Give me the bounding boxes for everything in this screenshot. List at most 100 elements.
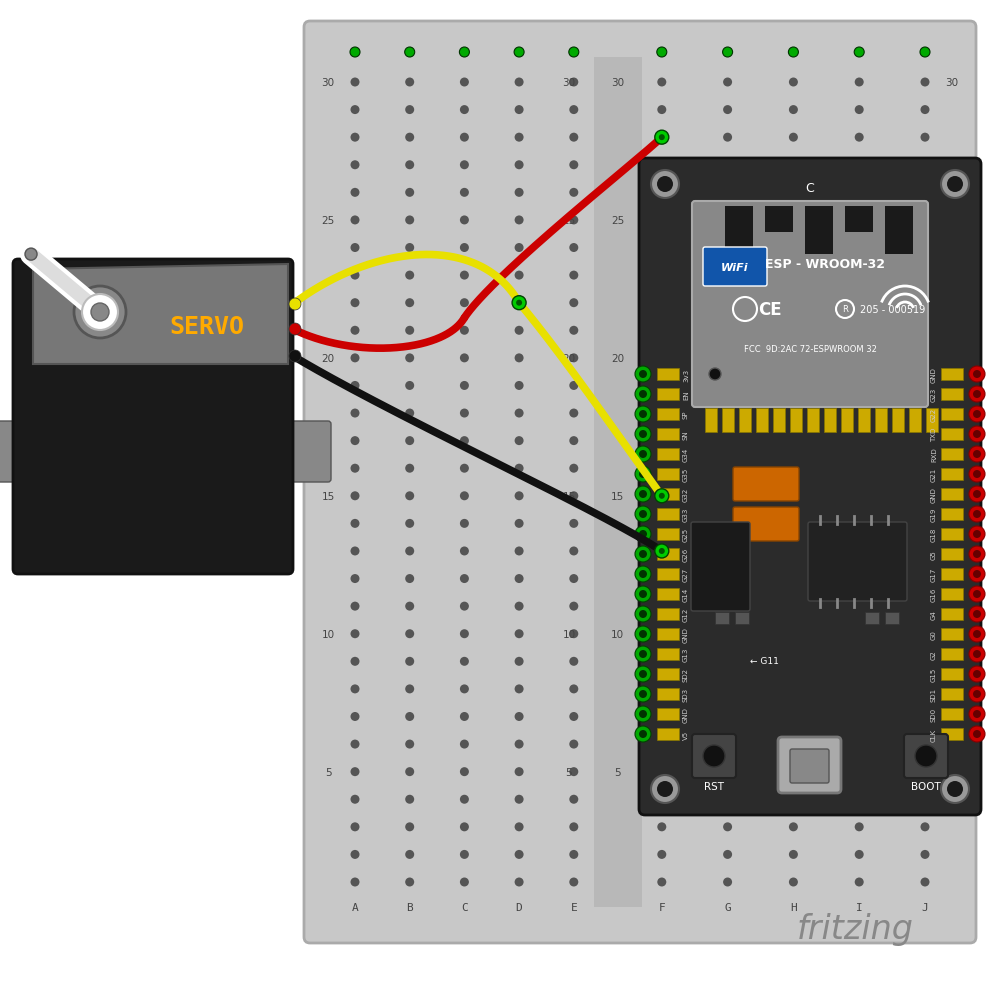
- Circle shape: [405, 409, 414, 418]
- Circle shape: [973, 490, 981, 499]
- Circle shape: [703, 745, 725, 767]
- Circle shape: [921, 492, 930, 501]
- Circle shape: [789, 106, 798, 115]
- Bar: [941, 388, 963, 400]
- Circle shape: [460, 48, 470, 58]
- Text: G4: G4: [931, 609, 937, 619]
- Circle shape: [969, 566, 985, 583]
- Circle shape: [658, 354, 667, 363]
- Circle shape: [921, 878, 930, 886]
- Text: fritzing: fritzing: [796, 913, 914, 946]
- FancyBboxPatch shape: [639, 159, 981, 815]
- Circle shape: [570, 850, 579, 859]
- Bar: [657, 568, 679, 581]
- FancyBboxPatch shape: [808, 523, 907, 601]
- Circle shape: [854, 492, 863, 501]
- Circle shape: [789, 437, 798, 446]
- Circle shape: [570, 740, 579, 748]
- Circle shape: [514, 712, 523, 721]
- Circle shape: [658, 712, 667, 721]
- Circle shape: [639, 371, 647, 379]
- Bar: [941, 669, 963, 680]
- Bar: [941, 468, 963, 480]
- Text: GND: GND: [683, 626, 689, 642]
- Circle shape: [514, 630, 523, 639]
- Circle shape: [350, 216, 359, 225]
- Circle shape: [921, 326, 930, 335]
- Circle shape: [514, 244, 523, 252]
- Circle shape: [658, 740, 667, 748]
- Circle shape: [405, 712, 414, 721]
- Circle shape: [514, 409, 523, 418]
- Circle shape: [723, 878, 732, 886]
- Circle shape: [973, 451, 981, 458]
- Circle shape: [658, 106, 667, 115]
- Circle shape: [973, 530, 981, 538]
- Text: WiFi: WiFi: [721, 262, 749, 273]
- Circle shape: [570, 188, 579, 197]
- Circle shape: [82, 295, 118, 330]
- Circle shape: [635, 367, 651, 383]
- Circle shape: [658, 684, 667, 694]
- Circle shape: [460, 657, 469, 667]
- Circle shape: [639, 610, 647, 618]
- Circle shape: [723, 188, 732, 197]
- Circle shape: [350, 547, 359, 556]
- Circle shape: [514, 575, 523, 584]
- Text: G0: G0: [931, 629, 937, 639]
- Circle shape: [658, 409, 667, 418]
- Circle shape: [973, 591, 981, 599]
- Circle shape: [405, 437, 414, 446]
- Circle shape: [460, 326, 469, 335]
- FancyBboxPatch shape: [904, 735, 948, 778]
- Circle shape: [973, 390, 981, 398]
- Bar: [715, 612, 729, 624]
- Circle shape: [635, 587, 651, 602]
- Circle shape: [74, 287, 126, 338]
- Text: SD1: SD1: [931, 687, 937, 701]
- Circle shape: [655, 489, 669, 503]
- Circle shape: [635, 546, 651, 562]
- Circle shape: [350, 822, 359, 831]
- Bar: [892, 408, 904, 433]
- Circle shape: [460, 712, 469, 721]
- Circle shape: [635, 667, 651, 682]
- Circle shape: [405, 464, 414, 473]
- Circle shape: [723, 767, 732, 776]
- Circle shape: [723, 464, 732, 473]
- Circle shape: [514, 850, 523, 859]
- Text: R: R: [842, 306, 848, 315]
- Circle shape: [460, 409, 469, 418]
- Bar: [739, 408, 751, 433]
- Circle shape: [405, 657, 414, 667]
- Text: 5: 5: [948, 767, 955, 777]
- Bar: [941, 729, 963, 740]
- Text: G15: G15: [931, 668, 937, 681]
- Circle shape: [639, 530, 647, 538]
- Circle shape: [973, 511, 981, 519]
- Circle shape: [789, 795, 798, 804]
- Circle shape: [350, 326, 359, 335]
- Circle shape: [969, 486, 985, 503]
- Circle shape: [723, 492, 732, 501]
- Circle shape: [350, 878, 359, 886]
- Circle shape: [635, 447, 651, 462]
- Circle shape: [947, 176, 963, 193]
- Circle shape: [969, 587, 985, 602]
- Circle shape: [854, 850, 863, 859]
- Circle shape: [460, 161, 469, 171]
- Circle shape: [920, 48, 930, 58]
- Circle shape: [658, 520, 667, 528]
- Circle shape: [658, 547, 667, 556]
- Circle shape: [973, 571, 981, 579]
- Circle shape: [789, 547, 798, 556]
- Text: 15: 15: [945, 491, 958, 501]
- Circle shape: [460, 382, 469, 390]
- Circle shape: [659, 493, 665, 499]
- Circle shape: [921, 244, 930, 252]
- Circle shape: [514, 492, 523, 501]
- Circle shape: [570, 630, 579, 639]
- FancyBboxPatch shape: [692, 735, 736, 778]
- Circle shape: [854, 822, 863, 831]
- Circle shape: [405, 878, 414, 886]
